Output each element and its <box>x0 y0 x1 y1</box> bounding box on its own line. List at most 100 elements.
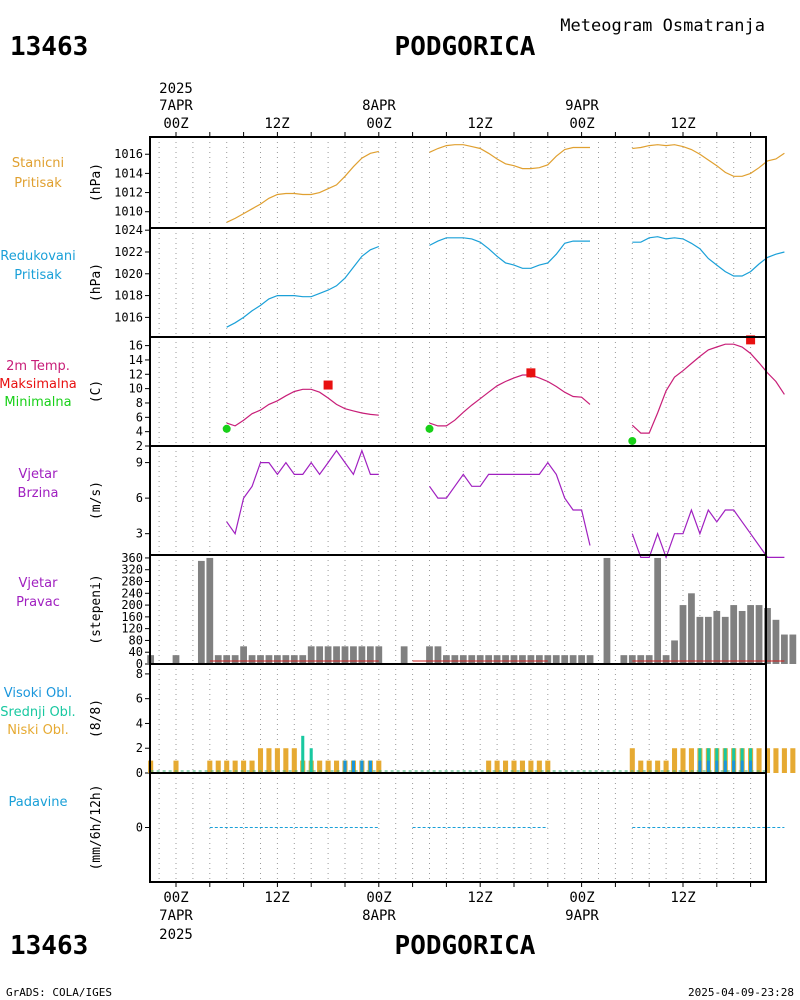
y-tick-label: 1010 <box>114 205 143 219</box>
series-line <box>226 388 379 427</box>
bottom-day-label: 7APR <box>159 908 193 924</box>
wind-direction-bar <box>578 655 585 664</box>
bottom-hour-label: 12Z <box>670 890 695 906</box>
y-tick-label: 3 <box>136 527 143 541</box>
wind-direction-bar <box>620 655 628 664</box>
series-line <box>632 236 785 277</box>
wind-direction-bar <box>527 655 535 664</box>
panel-label: Brzina <box>18 486 59 501</box>
wind-direction-bar <box>688 593 695 664</box>
wind-direction-bar <box>569 655 577 664</box>
high-cloud-bar <box>732 760 736 773</box>
min-temp-marker <box>425 424 434 433</box>
low-cloud-bar <box>688 748 694 773</box>
low-cloud-bar <box>638 760 644 773</box>
low-cloud-bar <box>672 748 678 773</box>
wind-direction-bar <box>324 646 332 664</box>
bottom-hour-label: 12Z <box>467 890 492 906</box>
y-tick-label: 6 <box>136 692 143 706</box>
panel-label: 2m Temp. <box>6 359 70 374</box>
y-tick-label: 0 <box>136 657 143 671</box>
low-cloud-bar <box>249 760 255 773</box>
low-cloud-bar <box>655 760 661 773</box>
wind-direction-bar <box>240 646 247 664</box>
series-line <box>429 374 591 427</box>
low-cloud-bar <box>173 760 179 773</box>
bottom-hour-label: 12Z <box>264 890 289 906</box>
panel-label: Stanicni <box>12 156 64 171</box>
low-cloud-bar <box>266 748 272 773</box>
wind-direction-bar <box>704 616 712 664</box>
y-axis-label: (C) <box>89 380 104 403</box>
wind-direction-bar <box>628 655 636 664</box>
wind-direction-bar <box>502 655 509 664</box>
panel-label: Padavine <box>9 795 68 810</box>
wind-direction-bar <box>366 646 374 664</box>
low-cloud-bar <box>756 748 762 773</box>
wind-direction-bar <box>400 646 408 664</box>
y-tick-label: 280 <box>121 575 143 589</box>
y-tick-label: 9 <box>136 456 143 470</box>
wind-direction-bar <box>248 655 256 664</box>
top-hour-label: 12Z <box>670 116 695 132</box>
low-cloud-bar <box>291 748 297 773</box>
high-cloud-bar <box>749 760 753 773</box>
y-tick-label: 200 <box>121 598 143 612</box>
y-tick-label: 10 <box>129 382 143 396</box>
y-axis-label: (mm/6h/12h) <box>89 784 104 870</box>
bottom-day-label: 9APR <box>565 908 599 924</box>
series-line <box>429 144 590 170</box>
panel-wind-speed: 3 6 9 (m/s) Vjetar Brzina <box>18 445 785 560</box>
series-line <box>226 448 379 536</box>
wind-direction-bar <box>316 646 324 664</box>
wind-direction-bar <box>476 655 484 664</box>
wind-direction-bar <box>257 655 264 664</box>
wind-direction-bar <box>493 655 501 664</box>
low-cloud-bar <box>232 760 238 773</box>
y-tick-label: 6 <box>136 491 143 505</box>
top-hour-label: 12Z <box>467 116 492 132</box>
wind-direction-bar <box>764 608 771 664</box>
wind-direction-bar <box>654 557 662 664</box>
series-line <box>226 150 379 223</box>
station-id-top: 13463 <box>10 32 88 62</box>
wind-direction-bar <box>223 655 231 664</box>
wind-direction-bar <box>603 557 611 664</box>
high-cloud-bar <box>715 760 719 773</box>
wind-direction-bar <box>214 655 222 664</box>
y-tick-label: 16 <box>129 339 143 353</box>
panel-reduced-pressure: 1016 1018 1020 1022 1024 (hPa) Redukovani Priti… <box>0 223 785 338</box>
low-cloud-bar <box>680 748 686 773</box>
wind-direction-bar <box>552 655 560 664</box>
wind-direction-bar <box>426 646 433 664</box>
wind-direction-bar <box>696 616 704 664</box>
bottom-hour-label: 00Z <box>569 890 594 906</box>
y-tick-label: 1018 <box>114 289 143 303</box>
wind-direction-bar <box>282 655 290 664</box>
series-line <box>632 144 785 177</box>
high-cloud-bar <box>368 760 372 773</box>
low-cloud-bar <box>773 748 779 773</box>
top-day-label: 8APR <box>362 98 396 114</box>
high-cloud-bar <box>723 760 727 773</box>
y-tick-label: 120 <box>121 622 143 636</box>
top-hour-label: 00Z <box>366 116 391 132</box>
wind-direction-bar <box>535 655 543 664</box>
series-line <box>631 343 785 434</box>
low-cloud-bar <box>224 760 230 773</box>
bottom-hour-label: 00Z <box>163 890 188 906</box>
y-axis-label: (hPa) <box>89 263 104 302</box>
low-cloud-bar <box>486 760 492 773</box>
low-cloud-bar <box>257 748 264 773</box>
series-line <box>631 508 785 560</box>
wind-direction-bar <box>375 646 383 664</box>
wind-direction-bar <box>468 655 476 664</box>
panel-frame <box>149 772 767 883</box>
wind-direction-bar <box>544 655 552 664</box>
series-line <box>429 237 590 269</box>
y-tick-label: 4 <box>136 716 143 730</box>
wind-direction-bar <box>358 646 366 664</box>
bottom-hour-label: 00Z <box>366 890 391 906</box>
